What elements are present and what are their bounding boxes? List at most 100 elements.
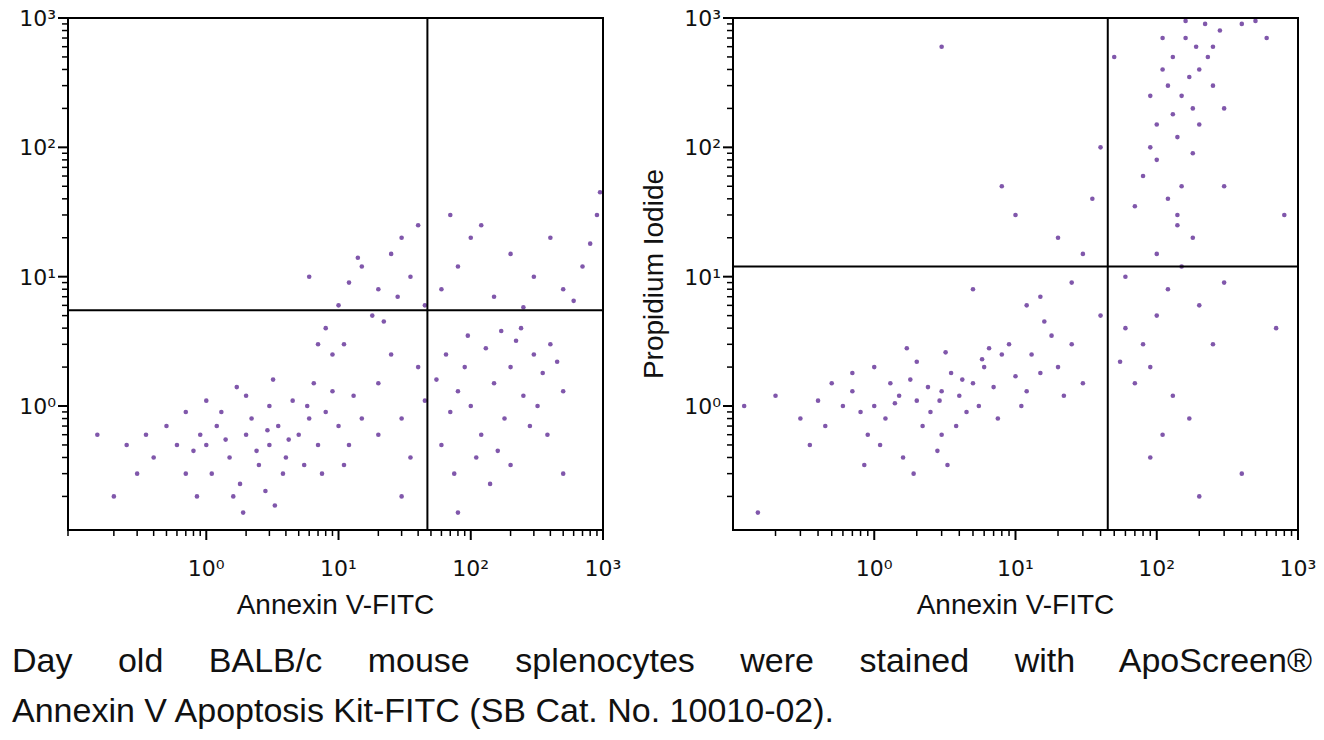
- point: [939, 389, 944, 394]
- tick-label: 10⁰: [684, 394, 721, 419]
- minor-tick: [727, 198, 733, 200]
- point: [1197, 303, 1202, 308]
- minor-tick: [727, 418, 733, 420]
- point: [1056, 365, 1061, 370]
- point: [219, 410, 224, 415]
- gate-line: [426, 18, 428, 530]
- minor-tick: [67, 530, 69, 536]
- point: [862, 463, 867, 468]
- point: [595, 213, 600, 218]
- minor-tick: [727, 175, 733, 177]
- minor-tick: [62, 366, 68, 368]
- point: [571, 299, 576, 304]
- minor-tick: [842, 530, 844, 536]
- tick: [723, 276, 733, 278]
- figure: 10⁰10¹10²10³10⁰10¹10²10³Annexin V-FITC10…: [0, 0, 1324, 630]
- point: [561, 287, 566, 292]
- point: [144, 432, 149, 437]
- minor-tick: [62, 315, 68, 317]
- minor-tick: [727, 214, 733, 216]
- point: [939, 44, 944, 49]
- point: [943, 350, 948, 355]
- minor-tick: [800, 530, 802, 536]
- minor-tick: [727, 496, 733, 498]
- minor-tick: [1008, 530, 1010, 536]
- minor-tick: [464, 530, 466, 536]
- point: [545, 432, 550, 437]
- point: [971, 287, 976, 292]
- point: [1171, 393, 1176, 398]
- minor-tick: [959, 530, 961, 536]
- minor-tick: [727, 288, 733, 290]
- tick-label: 10⁰: [188, 556, 225, 581]
- point: [1191, 235, 1196, 240]
- point: [271, 377, 276, 382]
- point: [1000, 352, 1005, 357]
- tick-label: 10³: [585, 556, 622, 581]
- point: [307, 274, 312, 279]
- minor-tick: [727, 444, 733, 446]
- point: [1148, 365, 1153, 370]
- point: [1166, 287, 1171, 292]
- minor-tick: [775, 530, 777, 536]
- point: [1148, 145, 1153, 150]
- point: [316, 443, 321, 448]
- point: [416, 365, 421, 370]
- point: [448, 410, 453, 415]
- point: [982, 365, 987, 370]
- point: [850, 389, 855, 394]
- point: [1171, 55, 1176, 60]
- point: [336, 303, 341, 308]
- point: [756, 510, 761, 515]
- minor-tick: [62, 344, 68, 346]
- point: [452, 471, 457, 476]
- point: [996, 416, 1001, 421]
- point: [135, 471, 140, 476]
- minor-tick: [727, 69, 733, 71]
- minor-tick: [727, 434, 733, 436]
- minor-tick: [573, 530, 575, 536]
- point: [1069, 342, 1074, 347]
- minor-tick: [1291, 530, 1293, 536]
- point: [1133, 381, 1138, 386]
- point: [872, 365, 877, 370]
- point: [209, 471, 214, 476]
- tick-label: 10²: [1138, 556, 1175, 581]
- point: [1218, 28, 1223, 33]
- point: [548, 342, 553, 347]
- point: [888, 381, 893, 386]
- point: [284, 455, 289, 460]
- point: [905, 346, 910, 351]
- minor-tick: [727, 37, 733, 39]
- y-axis-label: Propidium Iodide: [638, 169, 669, 379]
- point: [1081, 252, 1086, 257]
- point: [561, 471, 566, 476]
- point: [1000, 184, 1005, 189]
- point: [954, 424, 959, 429]
- point: [580, 264, 585, 269]
- point: [1148, 455, 1153, 460]
- caption-line: Annexin V Apoptosis Kit-FITC (SB Cat. No…: [12, 690, 1312, 730]
- minor-tick: [860, 530, 862, 536]
- point: [1013, 374, 1018, 379]
- point: [1222, 106, 1227, 111]
- point: [204, 443, 209, 448]
- minor-tick: [417, 530, 419, 536]
- tick: [1015, 530, 1017, 540]
- point: [1160, 36, 1165, 41]
- tick: [205, 530, 207, 540]
- minor-tick: [245, 530, 247, 536]
- point: [920, 424, 925, 429]
- minor-tick: [136, 530, 138, 536]
- minor-tick: [62, 69, 68, 71]
- minor-tick: [62, 56, 68, 58]
- point: [323, 326, 328, 331]
- point: [416, 223, 421, 228]
- minor-tick: [62, 175, 68, 177]
- minor-tick: [727, 186, 733, 188]
- point: [336, 424, 341, 429]
- minor-tick: [867, 530, 869, 536]
- minor-tick: [727, 366, 733, 368]
- point: [528, 424, 533, 429]
- point: [395, 294, 400, 299]
